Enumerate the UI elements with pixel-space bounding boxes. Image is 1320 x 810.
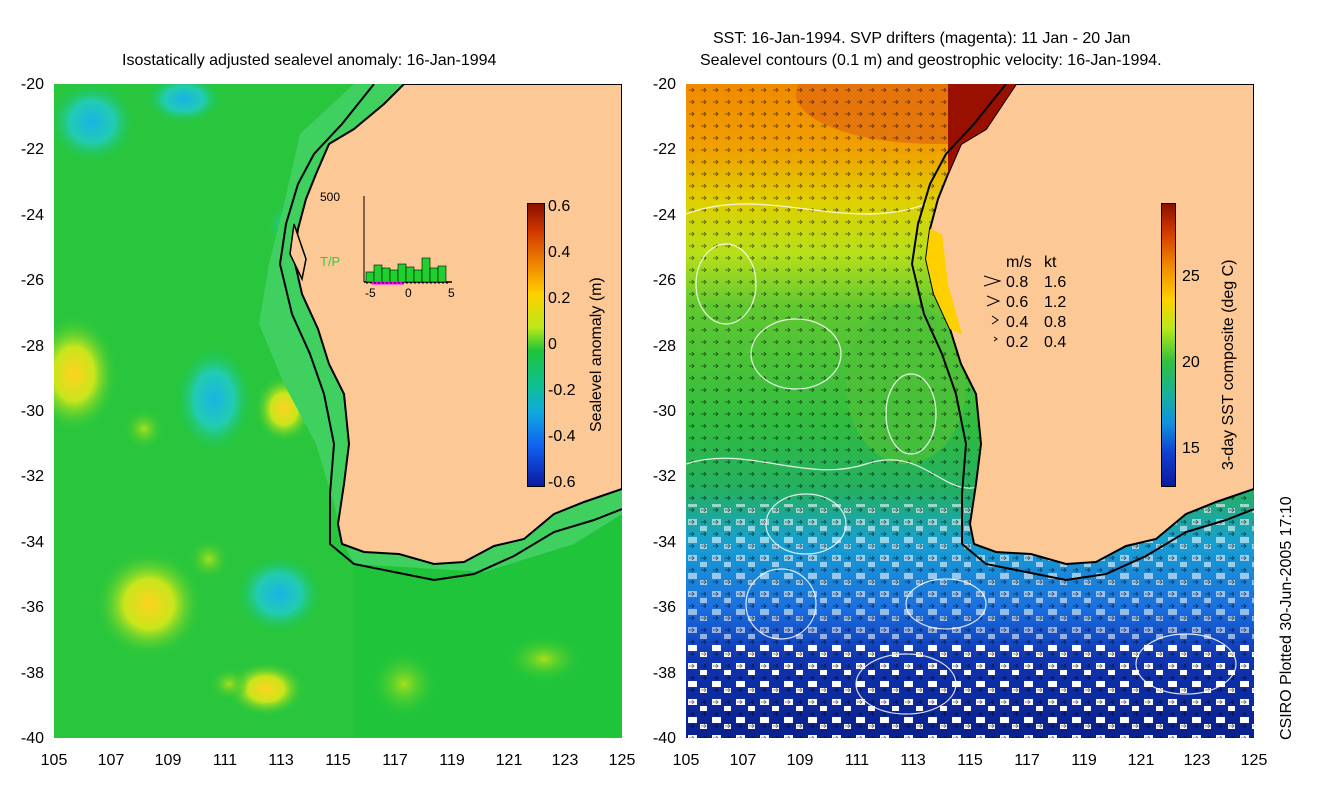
right-x-tick: 107	[729, 752, 757, 769]
left-map-title: Isostatically adjusted sealevel anomaly:…	[122, 52, 497, 69]
left-y-tick: -40	[20, 730, 44, 747]
right-x-tick: 109	[786, 752, 814, 769]
right-map-title-line1: SST: 16-Jan-1994. SVP drifters (magenta)…	[713, 30, 1131, 47]
legend-ms-value: 0.8	[1006, 274, 1029, 291]
inset-x-tick: 0	[405, 286, 412, 300]
legend-kt-value: 1.6	[1044, 274, 1067, 291]
legend-ms-value: 0.6	[1006, 294, 1029, 311]
sealevel-colorbar-tick: 0.4	[548, 244, 571, 261]
right-y-tick: -20	[652, 76, 676, 93]
right-y-tick: -32	[652, 468, 676, 485]
sealevel-colorbar-tick: 0	[548, 336, 557, 353]
sst-colorbar-tick: 20	[1182, 354, 1200, 371]
sealevel-colorbar-tick: -0.2	[548, 382, 576, 399]
sst-colorbar	[1161, 203, 1176, 487]
right-y-tick: -38	[652, 665, 676, 682]
left-y-tick: -34	[20, 534, 44, 551]
left-y-tick: -20	[20, 76, 44, 93]
right-map-title-line2: Sealevel contours (0.1 m) and geostrophi…	[700, 52, 1162, 69]
sealevel-colorbar-tick: 0.2	[548, 290, 571, 307]
tp-histogram-inset: 500 T/P -5 0 5	[320, 190, 460, 300]
left-y-tick: -38	[20, 665, 44, 682]
left-y-tick: -36	[20, 599, 44, 616]
legend-header-kt: kt	[1044, 254, 1057, 271]
australia-land	[292, 84, 622, 566]
left-y-tick: -26	[20, 272, 44, 289]
right-x-tick: 105	[672, 752, 700, 769]
left-x-tick: 117	[382, 752, 408, 769]
right-y-tick: -22	[652, 141, 676, 158]
sst-colorbar-label: 3-day SST composite (deg C)	[1220, 259, 1237, 470]
inset-x-tick: -5	[365, 286, 376, 300]
left-x-tick: 123	[551, 752, 579, 769]
inset-x-tick: 5	[448, 286, 455, 300]
sealevel-colorbar-tick: -0.4	[548, 428, 576, 445]
right-y-tick: -28	[652, 338, 676, 355]
left-y-tick: -24	[20, 207, 44, 224]
sst-colorbar-tick: 15	[1182, 440, 1200, 457]
legend-ms-value: 0.4	[1006, 314, 1029, 331]
left-x-tick: 105	[40, 752, 68, 769]
left-x-tick: 109	[154, 752, 182, 769]
right-x-tick: 115	[957, 752, 983, 769]
legend-kt-value: 0.4	[1044, 334, 1067, 351]
left-y-tick: -28	[20, 338, 44, 355]
sealevel-colorbar-tick: -0.6	[548, 474, 576, 491]
sst-field	[686, 84, 1254, 738]
left-y-tick: -30	[20, 403, 44, 420]
legend-kt-value: 0.8	[1044, 314, 1067, 331]
inset-series-label: T/P	[320, 254, 341, 269]
sealevel-colorbar-tick: 0.6	[548, 198, 571, 215]
legend-header-ms: m/s	[1006, 254, 1032, 271]
right-y-tick: -26	[652, 272, 676, 289]
legend-ms-value: 0.2	[1006, 334, 1029, 351]
right-y-tick: -24	[652, 207, 676, 224]
right-y-tick: -30	[652, 403, 676, 420]
legend-kt-value: 1.2	[1044, 294, 1067, 311]
right-y-tick: -34	[652, 534, 676, 551]
right-x-tick: 125	[1240, 752, 1268, 769]
right-x-tick: 113	[900, 752, 926, 769]
right-x-tick: 123	[1183, 752, 1211, 769]
right-x-tick: 117	[1014, 752, 1040, 769]
inset-y-label: 500	[320, 190, 341, 204]
right-y-tick: -40	[652, 730, 676, 747]
sst-map	[686, 84, 1254, 738]
sst-colorbar-tick: 25	[1182, 268, 1200, 285]
sealevel-colorbar-label: Sealevel anomaly (m)	[588, 277, 605, 432]
right-y-tick: -36	[652, 599, 676, 616]
left-x-tick: 113	[268, 752, 294, 769]
left-x-tick: 119	[439, 752, 465, 769]
sealevel-colorbar	[527, 203, 545, 487]
left-y-tick: -32	[20, 468, 44, 485]
velocity-legend: m/s kt 0.8 1.6 0.6 1.2 0.4 0.8 0.2 0.4	[982, 254, 1092, 354]
left-y-tick: -22	[20, 141, 44, 158]
left-x-tick: 115	[325, 752, 351, 769]
left-x-tick: 111	[212, 752, 238, 769]
plot-credit: CSIRO Plotted 30-Jun-2005 17:10	[1278, 496, 1295, 740]
right-x-tick: 121	[1127, 752, 1155, 769]
right-x-tick: 111	[844, 752, 870, 769]
right-x-tick: 119	[1071, 752, 1097, 769]
left-x-tick: 121	[495, 752, 523, 769]
left-x-tick: 107	[97, 752, 125, 769]
left-x-tick: 125	[608, 752, 636, 769]
